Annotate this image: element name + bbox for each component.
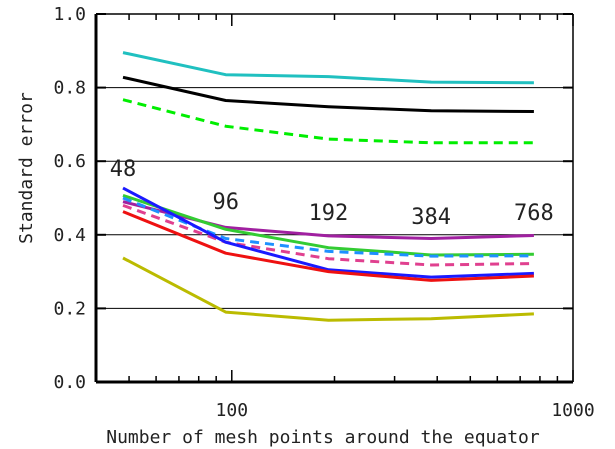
ticks-layer: 0.0 0.2 0.4 0.6 0.8 1.0 100 1000 xyxy=(53,4,594,421)
annotation-label: 384 xyxy=(411,205,451,230)
y-tick-label: 0.8 xyxy=(53,78,86,99)
series-line-9 xyxy=(122,210,534,282)
series-line-1 xyxy=(122,51,534,85)
x-tick-label: 100 xyxy=(216,400,249,421)
y-tick-label: 0.4 xyxy=(53,225,86,246)
annotation-label: 48 xyxy=(110,157,137,182)
series-line-10 xyxy=(122,256,534,322)
y-tick-label: 0.2 xyxy=(53,298,86,319)
x-tick-label: 1000 xyxy=(551,400,594,421)
y-tick-label: 0.6 xyxy=(53,151,86,172)
series-line-7 xyxy=(122,203,534,267)
y-axis-title: Standard error xyxy=(16,92,37,244)
grid-layer xyxy=(96,87,573,309)
annotation-layer: 48 96 192 384 768 xyxy=(110,157,554,230)
series-line-2 xyxy=(122,75,534,113)
series-line-6 xyxy=(122,196,534,258)
y-tick-label: 0.0 xyxy=(53,372,86,393)
y-tick-label: 1.0 xyxy=(53,4,86,25)
series-line-3 xyxy=(122,98,534,145)
annotation-label: 192 xyxy=(309,201,349,226)
annotation-label: 768 xyxy=(514,201,554,226)
series-layer xyxy=(122,51,534,322)
x-axis-title: Number of mesh points around the equator xyxy=(106,427,540,448)
annotation-label: 96 xyxy=(212,190,239,215)
axes-layer xyxy=(94,13,574,384)
series-line-8 xyxy=(122,186,534,279)
